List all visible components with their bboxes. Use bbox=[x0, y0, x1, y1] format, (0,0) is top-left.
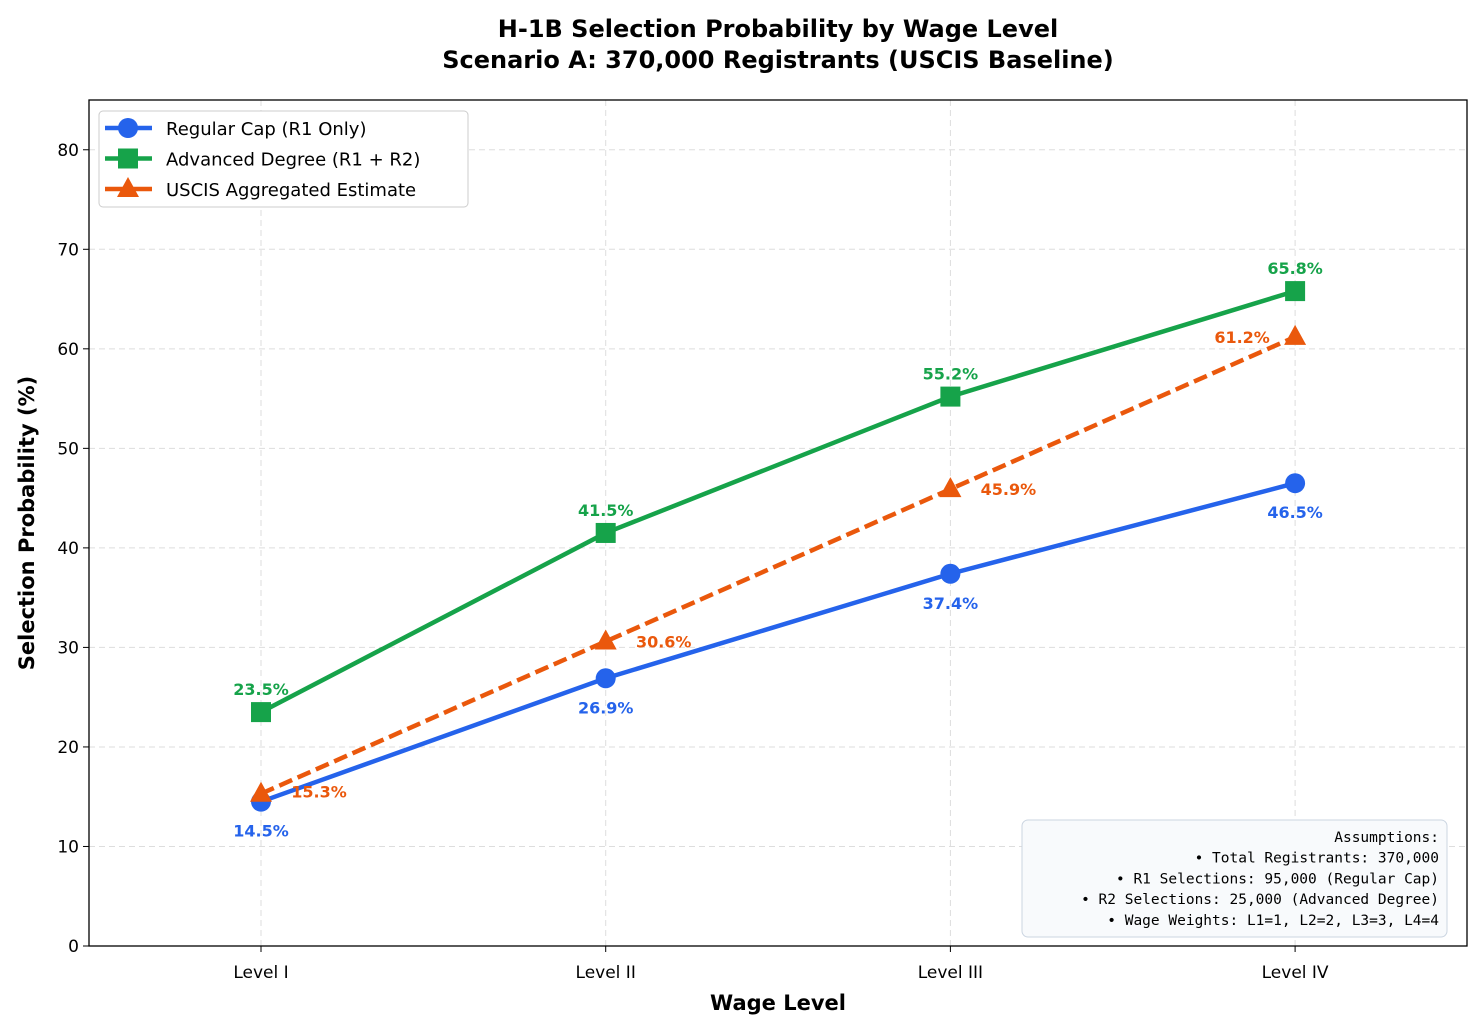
data-label: 30.6% bbox=[636, 632, 692, 651]
assumptions-frame bbox=[1021, 819, 1448, 938]
data-label: 45.9% bbox=[981, 480, 1037, 499]
data-label: 14.5% bbox=[233, 822, 289, 841]
data-point-triangle bbox=[594, 629, 617, 650]
y-tick-label: 20 bbox=[57, 738, 79, 758]
legend: Regular Cap (R1 Only) Advanced Degree (R1… bbox=[98, 110, 469, 208]
assumption-line: • R2 Selections: 25,000 (Advanced Degree… bbox=[1081, 892, 1439, 908]
grid bbox=[89, 100, 1467, 947]
series-group: 14.5% 26.9% 37.4% 46.5% 23.5% 41.5% 55.2% 65.8%… bbox=[233, 259, 1323, 841]
assumption-line: • Total Registrants: 370,000 bbox=[1195, 851, 1439, 867]
legend-frame bbox=[98, 110, 469, 208]
series-2: 15.3% 30.6% 45.9% 61.2% bbox=[250, 324, 1307, 802]
y-tick-label: 10 bbox=[57, 837, 79, 857]
data-point-circle bbox=[940, 563, 961, 584]
y-axis: 0 10 20 30 40 50 60 70 80 bbox=[57, 141, 89, 957]
y-tick-label: 60 bbox=[57, 340, 79, 360]
x-tick-label: Level IV bbox=[1262, 963, 1329, 983]
data-label: 65.8% bbox=[1267, 259, 1323, 278]
chart-title: H-1B Selection Probability by Wage Level bbox=[498, 15, 1058, 43]
data-point-triangle bbox=[939, 477, 962, 498]
data-point-triangle bbox=[117, 177, 139, 197]
data-label: 26.9% bbox=[578, 698, 634, 717]
legend-entry: USCIS Aggregated Estimate bbox=[166, 180, 416, 201]
data-label: 55.2% bbox=[923, 365, 979, 384]
data-point-circle bbox=[595, 668, 616, 689]
data-label: 61.2% bbox=[1214, 328, 1270, 347]
x-axis: Level I Level II Level III Level IV bbox=[233, 946, 1329, 983]
y-tick-label: 80 bbox=[57, 141, 79, 161]
legend-entry: Regular Cap (R1 Only) bbox=[166, 119, 366, 140]
x-tick-label: Level I bbox=[233, 963, 288, 983]
y-tick-label: 30 bbox=[57, 638, 79, 658]
series-line bbox=[260, 481, 1296, 804]
data-label: 46.5% bbox=[1267, 503, 1323, 522]
data-point-triangle bbox=[1284, 324, 1307, 345]
assumption-line: Assumptions: bbox=[1334, 830, 1439, 846]
chart-subtitle: Scenario A: 370,000 Registrants (USCIS B… bbox=[442, 46, 1114, 74]
y-tick-label: 0 bbox=[68, 937, 79, 957]
x-axis-label: Wage Level bbox=[710, 991, 846, 1015]
data-label: 23.5% bbox=[233, 680, 289, 699]
y-tick-label: 70 bbox=[57, 240, 79, 260]
series-0: 14.5% 26.9% 37.4% 46.5% bbox=[233, 473, 1323, 841]
data-point-square bbox=[1285, 281, 1306, 302]
x-tick-label: Level II bbox=[576, 963, 636, 983]
data-point-triangle bbox=[250, 781, 272, 802]
plot-frame bbox=[88, 99, 1468, 947]
data-label: 15.3% bbox=[291, 783, 347, 802]
data-point-square bbox=[940, 386, 961, 407]
series-line bbox=[260, 334, 1297, 796]
legend-entry: Advanced Degree (R1 + R2) bbox=[166, 150, 420, 171]
assumption-line: • R1 Selections: 95,000 (Regular Cap) bbox=[1116, 871, 1439, 887]
x-tick-label: Level III bbox=[918, 963, 983, 983]
data-point-square bbox=[251, 702, 271, 723]
y-tick-label: 50 bbox=[57, 439, 79, 459]
data-point-circle bbox=[1285, 473, 1306, 494]
data-label: 41.5% bbox=[578, 501, 634, 520]
y-tick-label: 40 bbox=[57, 539, 79, 559]
data-label: 37.4% bbox=[923, 594, 979, 613]
data-point-square bbox=[595, 522, 616, 543]
data-point-circle bbox=[118, 118, 138, 138]
assumption-line: • Wage Weights: L1=1, L2=2, L3=3, L4=4 bbox=[1107, 913, 1439, 929]
data-point-square bbox=[118, 148, 138, 169]
series-1: 23.5% 41.5% 55.2% 65.8% bbox=[233, 259, 1323, 723]
assumptions-box: Assumptions: • Total Registrants: 370,000… bbox=[1021, 819, 1448, 938]
y-axis-label: Selection Probability (%) bbox=[15, 376, 39, 670]
series-line bbox=[259, 288, 1296, 715]
